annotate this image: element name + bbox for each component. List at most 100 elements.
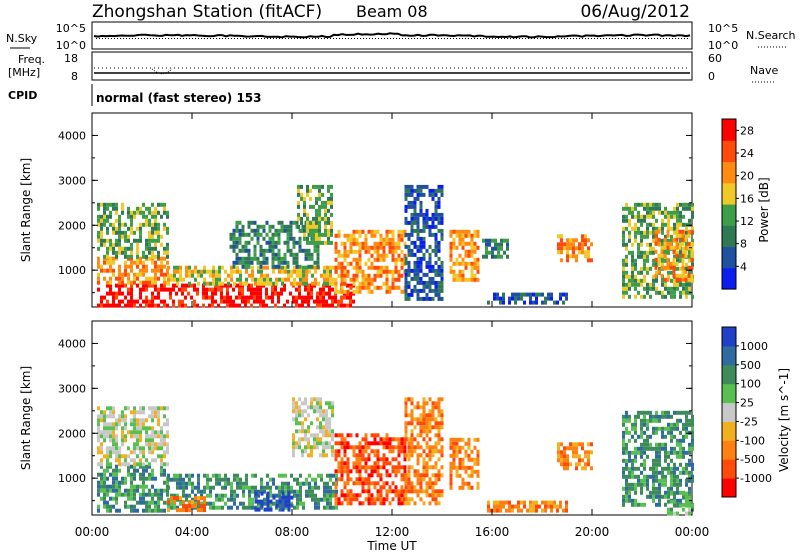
power-cell — [673, 254, 676, 259]
velocity-cell — [643, 462, 646, 467]
velocity-cell — [296, 481, 299, 486]
velocity-cell — [127, 488, 130, 493]
velocity-cell — [197, 496, 200, 501]
velocity-cell — [688, 507, 691, 512]
power-cell — [364, 261, 368, 266]
velocity-cell — [160, 468, 163, 473]
power-cell — [464, 261, 468, 266]
velocity-cell — [292, 437, 295, 442]
power-cell — [306, 228, 309, 233]
power-cell — [315, 208, 318, 213]
power-cell — [681, 277, 685, 282]
velocity-cell — [646, 426, 649, 431]
velocity-cell — [304, 437, 307, 442]
velocity-cell — [322, 417, 325, 422]
velocity-cell — [121, 434, 124, 439]
velocity-cell — [682, 507, 685, 512]
power-cell — [431, 268, 435, 273]
power-cell — [151, 234, 154, 239]
velocity-cell — [440, 409, 444, 414]
power-cell — [271, 299, 274, 304]
velocity-cell — [352, 453, 356, 458]
power-cell — [458, 277, 462, 282]
power-cell — [241, 295, 244, 300]
velocity-cell — [272, 477, 275, 482]
power-cell — [256, 236, 260, 241]
power-cell — [163, 206, 166, 211]
power-cell — [265, 232, 269, 237]
power-cell — [322, 303, 325, 308]
power-cell — [407, 280, 411, 285]
velocity-cell — [151, 484, 154, 489]
power-cell — [319, 295, 322, 300]
velocity-colorbar-label-text: Velocity [m s^-1] — [777, 368, 791, 472]
velocity-cell — [157, 508, 160, 513]
velocity-cell — [157, 430, 160, 435]
velocity-cell — [640, 486, 643, 491]
power-cell — [370, 229, 374, 234]
velocity-cell — [667, 466, 670, 471]
power-cell — [321, 216, 324, 221]
power-cell — [311, 273, 314, 278]
velocity-cell — [127, 468, 130, 473]
velocity-cell — [382, 441, 386, 446]
velocity-cell — [581, 466, 584, 471]
power-cell — [634, 222, 637, 227]
velocity-cell — [685, 450, 688, 455]
velocity-cell — [322, 413, 325, 418]
power-cell — [221, 265, 224, 270]
power-cell — [315, 200, 318, 205]
power-cell — [127, 254, 130, 259]
velocity-cell — [332, 493, 335, 498]
velocity-cell — [316, 445, 319, 450]
velocity-cell — [334, 501, 338, 506]
power-cell — [349, 241, 353, 246]
power-cell — [309, 228, 312, 233]
velocity-cell — [295, 413, 298, 418]
power-cell — [330, 224, 333, 229]
velocity-cell — [467, 465, 471, 470]
power-cell — [681, 253, 685, 258]
power-cell — [557, 242, 560, 247]
power-cell — [139, 238, 142, 243]
velocity-cell — [242, 501, 245, 506]
power-cell — [379, 265, 383, 270]
velocity-cell — [148, 462, 151, 467]
velocity-cell — [670, 486, 673, 491]
velocity-cell — [440, 445, 444, 450]
station-title: Zhongshan Station (fitACF) — [92, 2, 322, 22]
power-cell — [352, 273, 356, 278]
power-cell — [673, 282, 676, 287]
power-cell — [397, 241, 401, 246]
power-cell — [578, 246, 581, 251]
power-cell — [541, 300, 544, 305]
power-cell — [142, 202, 145, 207]
power-cell — [303, 204, 306, 209]
velocity-cell — [311, 485, 314, 490]
velocity-cell — [346, 465, 350, 470]
power-cell — [97, 260, 100, 265]
velocity-cell — [299, 489, 302, 494]
power-cell — [179, 273, 182, 278]
power-cell — [431, 248, 435, 253]
power-cell — [271, 295, 274, 300]
velocity-cell — [373, 485, 377, 490]
velocity-cell — [298, 413, 301, 418]
power-cell — [440, 280, 444, 285]
velocity-cell — [352, 481, 356, 486]
power-cell — [622, 274, 625, 279]
velocity-cell — [649, 494, 652, 499]
velocity-cell — [314, 501, 317, 506]
velocity-cell — [407, 473, 411, 478]
velocity-cell — [631, 466, 634, 471]
velocity-cell — [346, 441, 350, 446]
power-cell — [194, 265, 197, 270]
power-cell — [265, 220, 269, 225]
power-cell — [154, 276, 157, 281]
velocity-colorbar-tick-label: -25 — [740, 415, 758, 428]
power-cell — [268, 248, 272, 253]
power-cell — [188, 269, 191, 274]
velocity-cell — [505, 508, 508, 513]
velocity-cell — [640, 462, 643, 467]
power-cell — [640, 214, 643, 219]
